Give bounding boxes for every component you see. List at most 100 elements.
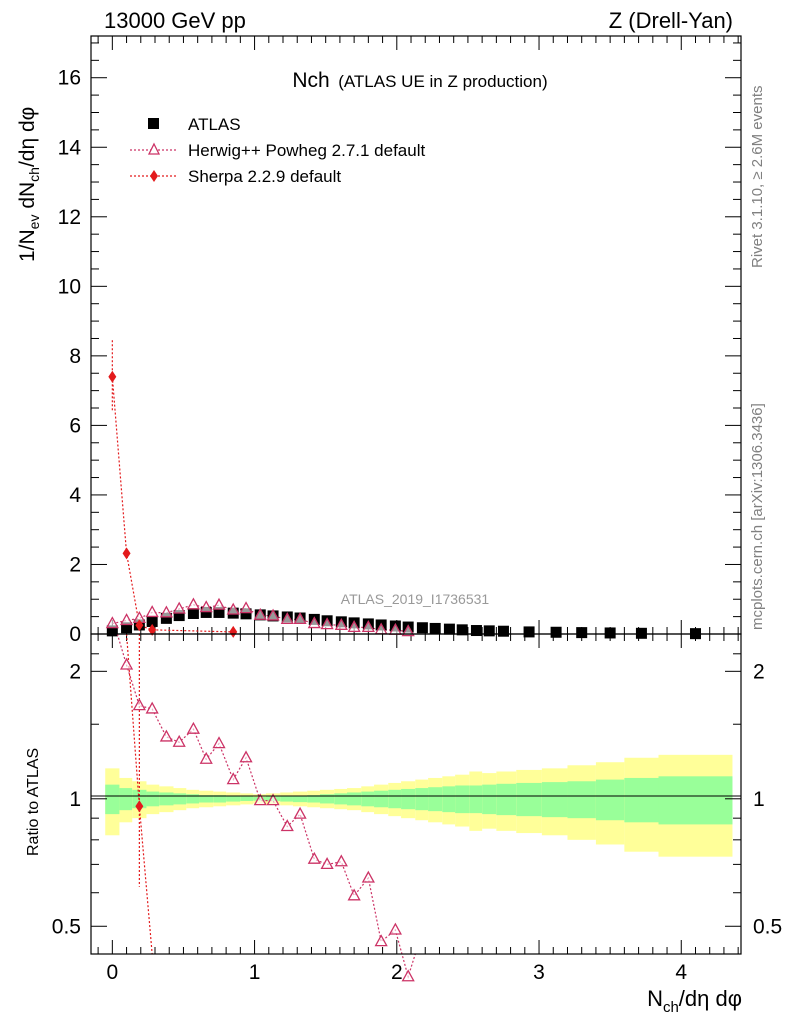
band-inner [280, 796, 293, 802]
ratio-tick-label-right: 0.5 [753, 915, 782, 938]
data-point-atlas [550, 626, 562, 638]
data-point-sherpa [122, 547, 131, 560]
legend: ATLAS Herwig++ Powheg 2.7.1 default Sher… [130, 115, 425, 186]
data-point-atlas [121, 622, 133, 634]
ratio-point-herwig [320, 857, 334, 870]
ratio-tick-label-right: 1 [753, 788, 765, 811]
x-tick-label: 0 [106, 961, 118, 984]
ratio-point-herwig [293, 806, 307, 819]
data-point-sherpa [229, 625, 238, 638]
data-point-herwig [159, 605, 173, 618]
data-point-herwig [361, 620, 375, 633]
ratio-point-herwig [401, 969, 415, 982]
band-inner [105, 784, 120, 815]
band-inner [442, 786, 456, 813]
ratio-tick-label: 2 [69, 660, 81, 683]
data-point-herwig [172, 601, 186, 614]
data-point-atlas [483, 625, 495, 637]
ratio-tick-label: 0.5 [52, 915, 81, 938]
ylabel-ratio: Ratio to ATLAS [25, 748, 42, 856]
ratio-point-herwig [266, 793, 280, 806]
header-right: Z (Drell-Yan) [609, 8, 733, 33]
ratio-uncertainty-bands [105, 754, 733, 857]
legend-marker-sherpa [150, 170, 158, 182]
ratio-point-herwig [172, 734, 186, 747]
band-inner [240, 796, 254, 802]
data-point-atlas [429, 622, 441, 634]
band-inner [658, 776, 733, 825]
xlabel: Nch/dη dφ [647, 986, 742, 1016]
ratio-point-herwig [239, 750, 253, 763]
ylabel-main: 1/Nev dNch/dη dφ [16, 107, 42, 262]
legend-marker-herwig [147, 142, 161, 155]
band-inner [319, 794, 335, 804]
x-tick-label: 1 [249, 961, 261, 984]
plot-title-main: Nch [292, 69, 329, 92]
band-inner [361, 791, 375, 807]
band-inner [516, 782, 542, 817]
band-inner [213, 795, 227, 803]
data-point-atlas [106, 625, 118, 637]
band-inner [292, 795, 308, 803]
ratio-series [116, 633, 416, 982]
x-tick-label: 2 [391, 961, 403, 984]
data-point-atlas [240, 608, 252, 620]
ratio-plot-frame [90, 633, 742, 955]
data-point-atlas [173, 610, 185, 622]
band-inner [469, 785, 483, 814]
data-point-atlas [497, 625, 509, 637]
mcplots-label: mcplots.cern.ch [arXiv:1306.3436] [749, 403, 766, 630]
legend-label-sherpa: Sherpa 2.2.9 default [188, 167, 341, 186]
analysis-watermark: ATLAS_2019_I1736531 [341, 591, 490, 607]
ratio-point-herwig [132, 698, 146, 711]
band-inner [159, 792, 174, 806]
data-point-herwig [293, 612, 307, 625]
y-tick-label: 0 [69, 623, 81, 646]
ratio-point-herwig [307, 851, 321, 864]
ratio-point-herwig [374, 934, 388, 947]
data-point-atlas [146, 615, 158, 627]
band-inner [541, 782, 568, 818]
y-tick-label: 2 [69, 553, 81, 576]
data-point-herwig [239, 601, 253, 614]
y-tick-label: 10 [58, 275, 81, 298]
band-inner [119, 788, 133, 811]
band-inner [496, 783, 517, 816]
x-tick-label: 3 [533, 961, 545, 984]
data-point-herwig [307, 616, 321, 629]
data-point-atlas [470, 625, 482, 637]
band-inner [334, 793, 348, 805]
legend-label-herwig: Herwig++ Powheg 2.7.1 default [188, 141, 425, 160]
x-tick-label: 4 [675, 961, 687, 984]
sherpa-line [111, 376, 234, 633]
legend-marker-atlas [148, 118, 159, 129]
data-point-atlas [576, 627, 588, 639]
band-inner [428, 787, 443, 812]
y-tick-label: 14 [58, 136, 82, 159]
band-inner [401, 788, 416, 810]
data-point-herwig [320, 617, 334, 630]
legend-label-atlas: ATLAS [188, 115, 241, 134]
ratio-point-herwig [186, 721, 201, 734]
header-left: 13000 GeV pp [104, 8, 246, 33]
ratio-point-herwig [226, 772, 240, 785]
data-point-herwig [226, 602, 240, 615]
band-inner [388, 789, 402, 809]
ratio-point-herwig [119, 657, 134, 670]
data-point-atlas [456, 624, 468, 636]
band-inner [374, 790, 389, 808]
band-inner [199, 795, 214, 803]
data-point-herwig [145, 605, 159, 618]
data-point-atlas [604, 627, 616, 639]
band-inner [624, 777, 659, 823]
y-tick-label: 12 [58, 206, 81, 229]
ratio-axis-ticks: 0.5 0.5 1 1 2 2 [52, 653, 782, 938]
ratio-point-herwig [212, 736, 226, 749]
data-point-herwig [401, 624, 415, 637]
band-inner [595, 779, 625, 821]
ratio-point-herwig [361, 870, 375, 883]
ratio-point-herwig [388, 922, 402, 935]
ratio-tick-label: 1 [69, 788, 81, 811]
ratio-point-herwig [253, 793, 267, 806]
